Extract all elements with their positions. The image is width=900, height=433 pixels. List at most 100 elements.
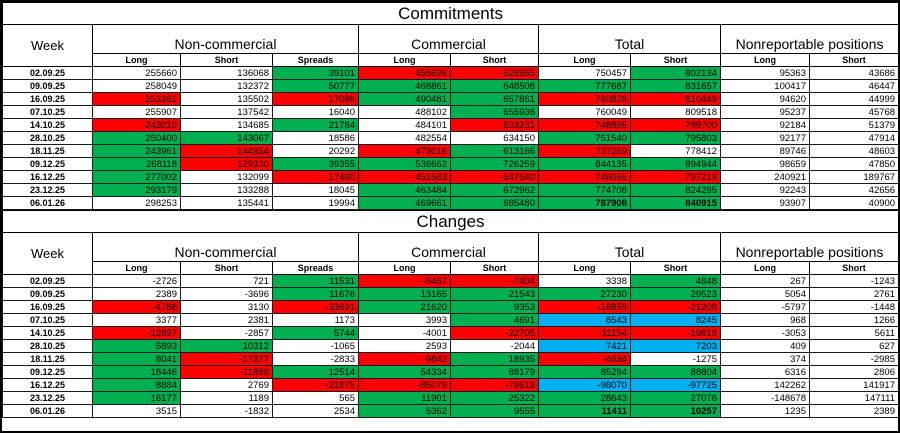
value-cell: 20292 (272, 144, 359, 158)
value-cell: 777687 (538, 79, 631, 93)
value-cell: 50777 (272, 79, 359, 93)
value-cell: -1275 (630, 352, 721, 366)
value-cell: 774708 (538, 183, 631, 197)
value-cell: 778412 (630, 144, 721, 158)
value-cell: 802134 (630, 66, 721, 80)
value-cell: 45768 (808, 105, 898, 119)
value-cell: 258049 (92, 79, 181, 93)
value-cell: 47850 (808, 157, 898, 171)
value-cell: 482554 (358, 131, 451, 145)
value-cell: 135441 (180, 196, 273, 210)
value-cell: 13165 (358, 287, 451, 301)
value-cell: -85079 (358, 378, 451, 392)
value-cell: 795803 (630, 131, 721, 145)
value-cell: 5362 (358, 404, 451, 418)
group-header-total: Total (538, 232, 721, 262)
value-cell: 9353 (450, 300, 539, 314)
value-cell: 255907 (92, 105, 181, 119)
value-cell: 824295 (630, 183, 721, 197)
value-cell: 46447 (808, 79, 898, 93)
value-cell: 42656 (808, 183, 898, 197)
value-cell: 94620 (720, 92, 810, 106)
value-cell: 240921 (720, 170, 810, 184)
value-cell: -5797 (720, 300, 810, 314)
value-cell: 29523 (630, 287, 721, 301)
value-cell: 797219 (630, 170, 721, 184)
value-cell: 129330 (180, 157, 273, 171)
value-cell: 189767 (808, 170, 898, 184)
value-cell: -78619 (450, 378, 539, 392)
table-row: 16.09.25 -4788 3130 -33691 21620 9353 -16859 -2… (2, 300, 898, 314)
value-cell: -1065 (272, 339, 359, 353)
value-cell: 88179 (450, 365, 539, 379)
value-cell: -4788 (92, 300, 181, 314)
subheader-noncommercial-short: Short (180, 261, 273, 275)
value-cell: 268118 (92, 157, 181, 171)
table-row: 02.09.25 255660 136068 39101 455696 626965 750… (2, 66, 898, 80)
week-date-cell: 28.10.25 (2, 131, 93, 145)
table-row: 16.09.25 253261 135502 17086 490481 657861 760… (2, 92, 898, 106)
value-cell: -21208 (630, 300, 721, 314)
value-cell: 7203 (630, 339, 721, 353)
value-cell: 789700 (630, 118, 721, 132)
subheader-total-long: Long (538, 53, 631, 67)
table-row: 06.01.26 298253 135441 19994 469661 685480 787… (2, 196, 898, 210)
value-cell: 27076 (630, 391, 721, 405)
value-cell: 18586 (272, 131, 359, 145)
value-cell: 11901 (358, 391, 451, 405)
value-cell: 565 (272, 391, 359, 405)
week-date-cell: 06.01.26 (2, 404, 93, 418)
value-cell: 267 (720, 274, 810, 288)
value-cell: 142262 (720, 378, 810, 392)
value-cell: 40900 (808, 196, 898, 210)
subheader-nonreportable-long: Long (720, 53, 810, 67)
value-cell: 18446 (92, 365, 181, 379)
value-cell: 1235 (720, 404, 810, 418)
value-cell: 98659 (720, 157, 810, 171)
value-cell: 93907 (720, 196, 810, 210)
value-cell: 47914 (808, 131, 898, 145)
value-cell: 469661 (358, 196, 451, 210)
week-column-header: Week (2, 232, 93, 275)
value-cell: -3696 (180, 287, 273, 301)
value-cell: 894944 (630, 157, 721, 171)
value-cell: -2044 (450, 339, 539, 353)
value-cell: 132099 (180, 170, 273, 184)
value-cell: -2857 (180, 326, 273, 340)
value-cell: 488102 (358, 105, 451, 119)
value-cell: 100417 (720, 79, 810, 93)
value-cell: -97725 (630, 378, 721, 392)
value-cell: 484101 (358, 118, 451, 132)
week-date-cell: 23.12.25 (2, 183, 93, 197)
value-cell: 655936 (450, 105, 539, 119)
value-cell: 831657 (630, 79, 721, 93)
subheader-total-long: Long (538, 261, 631, 275)
value-cell: 298253 (92, 196, 181, 210)
group-header-noncommercial: Non-commercial (92, 24, 359, 54)
value-cell: 751540 (538, 131, 631, 145)
table-row: 23.12.25 293179 133288 18045 463484 672962 774… (2, 183, 898, 197)
value-cell: 468861 (358, 79, 451, 93)
subheader-noncommercial-spreads: Spreads (272, 261, 359, 275)
value-cell: 760828 (538, 92, 631, 106)
value-cell: 253261 (92, 92, 181, 106)
value-cell: 2806 (809, 365, 898, 379)
value-cell: 3993 (358, 313, 451, 327)
value-cell: 21784 (272, 118, 359, 132)
value-cell: 92177 (720, 131, 810, 145)
value-cell: -1448 (809, 300, 898, 314)
value-cell: 613166 (450, 144, 539, 158)
value-cell: -98070 (538, 378, 631, 392)
value-cell: 748895 (538, 118, 631, 132)
changes-section-title: Changes (2, 210, 898, 233)
subheader-commercial-long: Long (358, 261, 451, 275)
subheader-nonreportable-short: Short (809, 261, 898, 275)
value-cell: 8041 (92, 352, 181, 366)
value-cell: 4848 (630, 274, 721, 288)
value-cell: 633231 (450, 118, 539, 132)
subheader-commercial-long: Long (358, 53, 451, 67)
commitments-body: 02.09.25 255660 136068 39101 455696 626965 750… (2, 66, 898, 210)
value-cell: 455696 (358, 66, 451, 80)
subheader-total-short: Short (630, 53, 721, 67)
value-cell: 95237 (720, 105, 810, 119)
